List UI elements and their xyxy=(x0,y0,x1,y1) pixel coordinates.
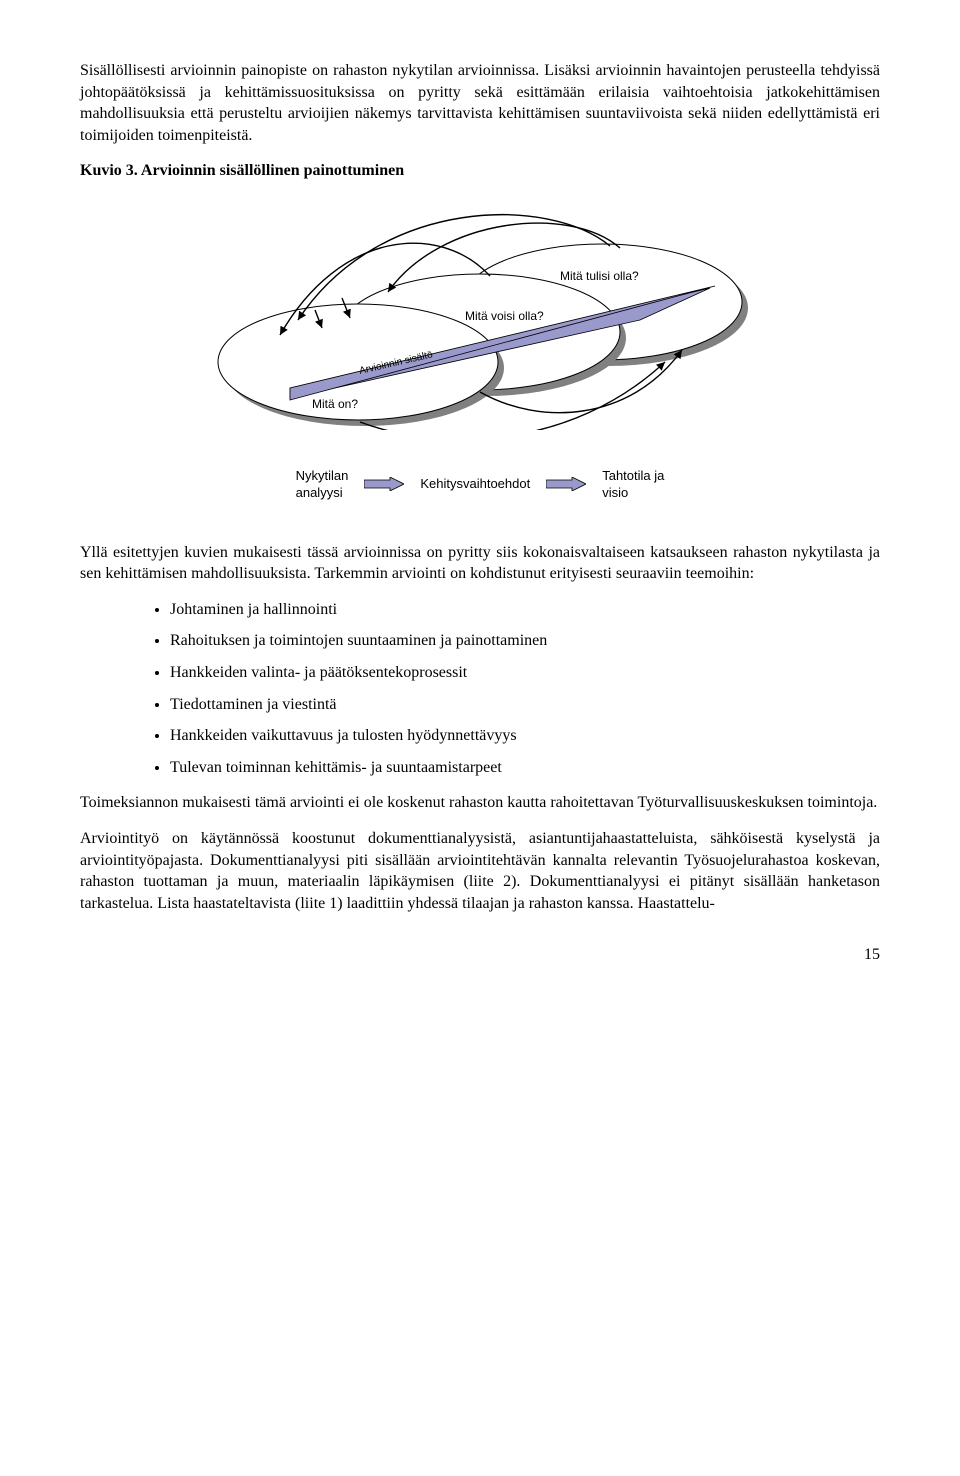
figure-caption: Kuvio 3. Arvioinnin sisällöllinen painot… xyxy=(80,160,880,182)
list-item: Tulevan toiminnan kehittämis- ja suuntaa… xyxy=(170,757,880,779)
list-item: Johtaminen ja hallinnointi xyxy=(170,599,880,621)
page-number: 15 xyxy=(80,944,880,966)
themes-list: Johtaminen ja hallinnointi Rahoituksen j… xyxy=(80,599,880,779)
diagram-svg: Mitä tulisi olla? Mitä voisi olla? Mitä … xyxy=(210,200,750,430)
list-item: Tiedottaminen ja viestintä xyxy=(170,694,880,716)
q-top: Mitä tulisi olla? xyxy=(560,269,639,283)
flow-row: Nykytilan analyysi Kehitysvaihtoehdot Ta… xyxy=(80,467,880,502)
intro-paragraph: Sisällöllisesti arvioinnin painopiste on… xyxy=(80,60,880,146)
concept-diagram: Mitä tulisi olla? Mitä voisi olla? Mitä … xyxy=(210,200,750,437)
list-item: Hankkeiden vaikuttavuus ja tulosten hyöd… xyxy=(170,725,880,747)
flow-label-a: Nykytilan analyysi xyxy=(296,467,349,502)
paragraph-2: Yllä esitettyjen kuvien mukaisesti tässä… xyxy=(80,542,880,585)
flow-label-b: Kehitysvaihtoehdot xyxy=(420,475,530,493)
paragraph-4: Arviointityö on käytännössä koostunut do… xyxy=(80,828,880,914)
q-mid: Mitä voisi olla? xyxy=(465,309,544,323)
list-item: Rahoituksen ja toimintojen suuntaaminen … xyxy=(170,630,880,652)
q-bottom: Mitä on? xyxy=(312,397,358,411)
list-item: Hankkeiden valinta- ja päätöksentekopros… xyxy=(170,662,880,684)
arrow-icon xyxy=(546,477,586,491)
flow-label-c: Tahtotila ja visio xyxy=(602,467,664,502)
arrow-icon xyxy=(364,477,404,491)
paragraph-3: Toimeksiannon mukaisesti tämä arviointi … xyxy=(80,792,880,814)
